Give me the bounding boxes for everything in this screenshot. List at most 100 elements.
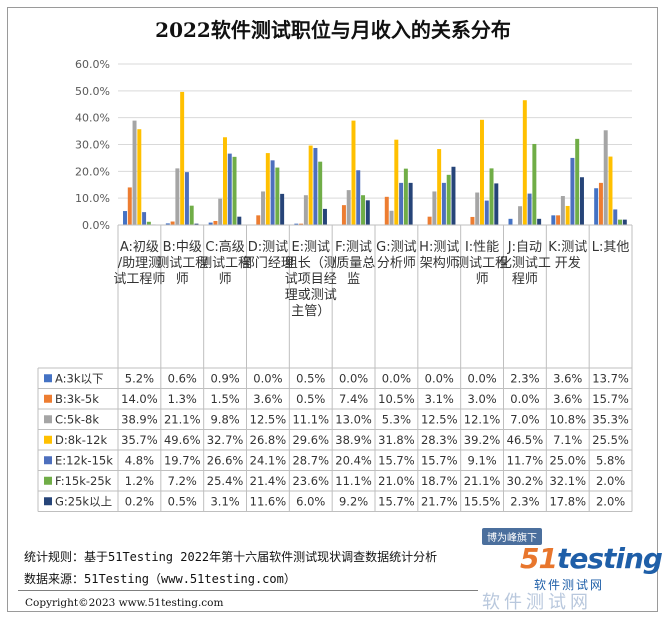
bar [613, 209, 618, 225]
bar [351, 120, 356, 225]
data-label: 20.4% [335, 453, 372, 467]
data-label: 5.3% [382, 412, 411, 426]
bar [451, 166, 456, 225]
data-label: 19.7% [164, 453, 201, 467]
data-label: 26.8% [250, 433, 287, 447]
data-label: 0.5% [296, 371, 325, 385]
bar [303, 195, 308, 225]
data-label: 7.1% [553, 433, 582, 447]
y-tick-label: 60.0% [75, 58, 110, 71]
bar [275, 167, 280, 225]
data-label: 2.0% [596, 494, 625, 508]
data-label: 11.6% [250, 494, 287, 508]
logo-badge: 博为峰旗下 [482, 528, 542, 545]
data-label: 28.7% [292, 453, 329, 467]
data-label: 49.6% [164, 433, 201, 447]
bar [189, 205, 194, 225]
data-label: 18.7% [421, 474, 458, 488]
data-label: 12.1% [464, 412, 501, 426]
data-label: 3.6% [553, 392, 582, 406]
category-label: D:测试部门经理 [242, 240, 294, 271]
bar [222, 137, 227, 225]
data-label: 9.1% [467, 453, 496, 467]
bar [537, 218, 542, 225]
data-label: 10.5% [378, 392, 415, 406]
legend-swatch [44, 476, 52, 485]
bar [479, 119, 484, 225]
data-label: 15.7% [378, 494, 415, 508]
bar [579, 177, 584, 225]
bar [127, 187, 132, 225]
data-label: 0.0% [339, 371, 368, 385]
data-label: 0.0% [467, 371, 496, 385]
legend-label: G:25k以上 [55, 494, 112, 508]
bar [441, 182, 446, 225]
data-label: 7.0% [510, 412, 539, 426]
footer-divider [18, 590, 478, 591]
data-label: 15.7% [592, 392, 629, 406]
bar [408, 182, 413, 225]
bar [365, 200, 370, 225]
data-label: 35.3% [592, 412, 629, 426]
data-label: 1.3% [168, 392, 197, 406]
bar [556, 215, 561, 225]
legend-label: D:8k-12k [55, 433, 107, 447]
legend-label: A:3k以下 [55, 371, 104, 385]
data-label: 15.7% [421, 453, 458, 467]
y-tick-label: 30.0% [75, 139, 110, 152]
data-label: 35.7% [121, 433, 158, 447]
legend-swatch [44, 435, 52, 444]
bar [508, 218, 513, 225]
data-label: 46.5% [507, 433, 544, 447]
data-label: 11.1% [292, 412, 329, 426]
bar [475, 192, 480, 225]
data-label: 13.0% [335, 412, 372, 426]
bar [489, 168, 494, 225]
bar [175, 168, 180, 225]
bar [142, 212, 147, 225]
bar [389, 210, 394, 225]
data-label: 0.5% [296, 392, 325, 406]
bar [598, 182, 603, 225]
legend-swatch [44, 394, 52, 403]
y-tick-label: 20.0% [75, 165, 110, 178]
logo-subtitle: 软件测试网 [534, 578, 605, 592]
logo-watermark-text: 软件测试网 [482, 592, 592, 613]
y-tick-label: 10.0% [75, 192, 110, 205]
category-label: H:测试架构师 [419, 240, 459, 271]
bar [341, 205, 346, 225]
bar [603, 130, 608, 225]
bar [427, 216, 432, 225]
bar [384, 196, 389, 225]
data-label: 31.8% [378, 433, 415, 447]
data-label: 7.2% [168, 474, 197, 488]
bar [280, 193, 285, 225]
data-label: 1.2% [125, 474, 154, 488]
bar [575, 138, 580, 225]
data-label: 21.0% [378, 474, 415, 488]
data-source-note: 数据来源：51Testing（www.51testing.com） [24, 572, 296, 586]
legend-label: B:3k-5k [55, 392, 99, 406]
data-label: 29.6% [292, 433, 329, 447]
bar [299, 223, 304, 225]
bar [403, 168, 408, 225]
data-label: 0.6% [168, 371, 197, 385]
logo-wordmark: 51testing [520, 542, 663, 575]
category-label: J:自动化测试工程师 [499, 240, 551, 287]
bar [346, 190, 351, 225]
legend-label: E:12k-15k [55, 453, 113, 467]
data-label: 32.1% [549, 474, 586, 488]
y-tick-label: 50.0% [75, 85, 110, 98]
bar [518, 206, 523, 225]
bar [551, 215, 556, 225]
data-label: 5.2% [125, 371, 154, 385]
data-label: 0.2% [125, 494, 154, 508]
statistics-rule-note: 统计规则：基于51Testing 2022年第十六届软件测试现状调查数据统计分析 [24, 550, 438, 564]
bar [318, 161, 323, 225]
legend-swatch [44, 415, 52, 424]
data-label: 0.0% [253, 371, 282, 385]
bar [308, 145, 313, 225]
bar [180, 91, 185, 225]
bar [399, 182, 404, 225]
data-label: 0.9% [210, 371, 239, 385]
